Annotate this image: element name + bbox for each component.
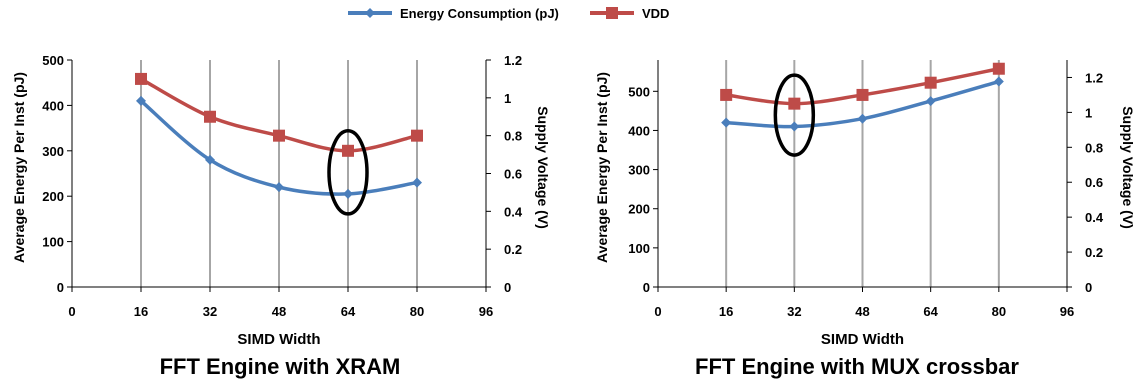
chart-mux-crossbar: 0 100 200 300 400 500 0 0.2 0.4 0.6 0.8 1 1.2 0 16 32 48… [594, 60, 1136, 348]
data-point-vdd [856, 88, 869, 101]
y2-tick-label: 0.6 [504, 167, 522, 182]
series-vdd [135, 72, 423, 157]
legend-marker [365, 8, 375, 18]
data-point-vdd [342, 144, 354, 157]
x-tick-label: 80 [992, 304, 1006, 319]
y-tick-label: 500 [628, 84, 650, 99]
x-tick-label: 16 [719, 304, 733, 319]
data-point-vdd [135, 72, 147, 85]
y2-tick-label: 0.2 [504, 242, 522, 257]
x-tick-label: 96 [1060, 304, 1074, 319]
x-tick-label: 48 [855, 304, 869, 319]
x-tick-label: 48 [272, 304, 286, 319]
x-tick-label: 32 [203, 304, 217, 319]
chart-legend: Energy Consumption (pJ) VDD [348, 6, 669, 21]
data-point-vdd [273, 129, 285, 142]
x-tick-label: 80 [410, 304, 424, 319]
y2-axis-title: Supply Voltage (V) [535, 106, 551, 229]
data-point-vdd [411, 129, 423, 142]
y-tick-label: 300 [628, 163, 650, 178]
x-tick-label: 0 [68, 304, 75, 319]
x-tick-label: 64 [923, 304, 938, 319]
data-point-energy [274, 182, 284, 193]
y-tick-label: 200 [628, 202, 650, 217]
y-tick-label: 100 [42, 235, 64, 250]
legend-marker [606, 7, 618, 19]
data-point-vdd [204, 110, 216, 123]
y-ticks-right: 0 0.2 0.4 0.6 0.8 1 1.2 [1067, 70, 1104, 295]
series-energy [136, 95, 422, 199]
y-axis-title: Average Energy Per Inst (pJ) [11, 72, 27, 263]
y2-tick-label: 0 [1085, 280, 1092, 295]
data-point-vdd [720, 88, 733, 101]
x-axis-title: SIMD Width [237, 331, 320, 348]
x-tick-label: 16 [134, 304, 148, 319]
y2-tick-label: 0.4 [504, 204, 523, 219]
data-point-energy [343, 188, 353, 199]
x-tick-label: 64 [341, 304, 356, 319]
y2-tick-label: 0.8 [1085, 140, 1103, 155]
x-axis-title: SIMD Width [821, 331, 904, 348]
y2-tick-label: 0.4 [1085, 210, 1104, 225]
highlight-ellipse [773, 73, 816, 157]
data-point-vdd [788, 97, 801, 110]
x-tick-label: 96 [479, 304, 493, 319]
y2-axis-title: Supply Voltage (V) [1120, 106, 1136, 229]
y-tick-label: 0 [57, 280, 64, 295]
data-point-vdd [924, 76, 937, 89]
y-tick-label: 500 [42, 53, 64, 68]
chart-xram: 0 100 200 300 400 500 0 0.2 0.4 0.6 0.8 1 1.2 0 16 32 48… [11, 53, 551, 348]
y-ticks-left: 0 100 200 300 400 500 [628, 84, 658, 295]
y2-tick-label: 1.2 [1085, 70, 1103, 85]
series-energy [721, 76, 1004, 132]
data-point-energy [789, 121, 800, 132]
data-point-energy [925, 96, 936, 107]
y2-tick-label: 1.2 [504, 53, 522, 68]
gridlines [140, 60, 418, 287]
y-tick-label: 400 [628, 123, 650, 138]
x-ticks: 0 16 32 48 64 80 96 [68, 287, 493, 319]
data-point-energy [205, 154, 215, 165]
y2-tick-label: 1 [504, 91, 511, 106]
data-point-energy [721, 117, 732, 128]
legend-label: VDD [642, 6, 669, 21]
data-point-vdd [992, 62, 1005, 75]
chart-caption-xram: FFT Engine with XRAM [159, 354, 401, 379]
highlight-ellipse [327, 129, 369, 216]
y-ticks-right: 0 0.2 0.4 0.6 0.8 1 1.2 [486, 53, 523, 295]
y2-tick-label: 0.8 [504, 129, 522, 144]
y2-tick-label: 0.6 [1085, 175, 1103, 190]
legend-item-energy: Energy Consumption (pJ) [348, 6, 559, 21]
x-tick-label: 0 [654, 304, 661, 319]
data-point-energy [412, 177, 422, 188]
y-tick-label: 300 [42, 144, 64, 159]
y2-tick-label: 0.2 [1085, 245, 1103, 260]
y-tick-label: 400 [42, 98, 64, 113]
legend-item-vdd: VDD [590, 6, 669, 21]
x-ticks: 0 16 32 48 64 80 96 [654, 287, 1074, 319]
chart-caption-mux-crossbar: FFT Engine with MUX crossbar [695, 354, 1019, 379]
y-tick-label: 200 [42, 189, 64, 204]
data-point-energy [136, 95, 146, 106]
y-tick-label: 100 [628, 241, 650, 256]
legend-label: Energy Consumption (pJ) [400, 6, 559, 21]
y2-tick-label: 0 [504, 280, 511, 295]
data-point-energy [857, 113, 868, 124]
series-vdd [720, 62, 1005, 110]
y-tick-label: 0 [643, 280, 650, 295]
data-point-energy [993, 76, 1004, 87]
y-ticks-left: 0 100 200 300 400 500 [42, 53, 72, 295]
x-tick-label: 32 [787, 304, 801, 319]
y-axis-title: Average Energy Per Inst (pJ) [594, 72, 610, 263]
y2-tick-label: 1 [1085, 105, 1092, 120]
